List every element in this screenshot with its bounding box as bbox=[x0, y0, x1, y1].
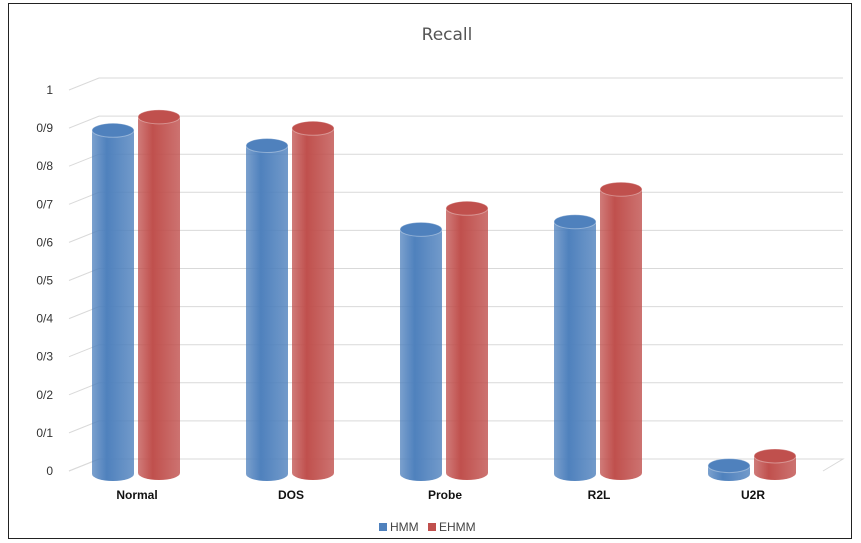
y-tick-label: 0/2 bbox=[36, 388, 53, 402]
legend: HMM EHMM bbox=[379, 520, 476, 534]
y-tick-label: 0/4 bbox=[36, 312, 53, 326]
y-axis-ticks: 0 0/1 0/2 0/3 0/4 0/5 0/6 0/7 0/8 0/9 1 bbox=[36, 83, 53, 478]
bar-ehmm-u2r bbox=[753, 448, 797, 480]
bar-ehmm-normal bbox=[137, 109, 181, 481]
x-axis-categories: Normal DOS Probe R2L U2R bbox=[116, 488, 765, 502]
y-tick-label: 0 bbox=[46, 464, 53, 478]
chart-title: Recall bbox=[422, 25, 473, 45]
bar-hmm-probe bbox=[399, 221, 443, 481]
chart-frame: Recall 0 0/1 0/2 0/3 0/4 0/5 0/6 0/7 0/8 0/9 1 Nor… bbox=[8, 3, 852, 539]
y-tick-label: 0/9 bbox=[36, 121, 53, 135]
bar-hmm-dos bbox=[245, 138, 289, 481]
legend-label: EHMM bbox=[439, 520, 476, 534]
grid-line bbox=[68, 77, 843, 91]
bar-hmm-normal bbox=[91, 122, 135, 481]
bars bbox=[91, 109, 797, 482]
category-label: Normal bbox=[116, 488, 157, 502]
category-label: R2L bbox=[588, 488, 611, 502]
y-tick-label: 0/7 bbox=[36, 197, 53, 211]
legend-label: HMM bbox=[390, 520, 419, 534]
legend-swatch bbox=[379, 523, 387, 531]
bar-hmm-u2r bbox=[707, 458, 751, 481]
y-tick-label: 1 bbox=[46, 83, 53, 97]
grid-line bbox=[68, 153, 843, 167]
y-tick-label: 0/1 bbox=[36, 426, 53, 440]
bar-hmm-r2l bbox=[553, 214, 597, 482]
bar-ehmm-dos bbox=[291, 120, 335, 480]
recall-chart: Recall 0 0/1 0/2 0/3 0/4 0/5 0/6 0/7 0/8 0/9 1 Nor… bbox=[36, 25, 845, 534]
category-label: Probe bbox=[428, 488, 462, 502]
bar-ehmm-r2l bbox=[599, 181, 643, 480]
y-tick-label: 0/8 bbox=[36, 159, 53, 173]
bar-ehmm-probe bbox=[445, 200, 489, 481]
category-label: U2R bbox=[741, 488, 765, 502]
legend-item-ehmm: EHMM bbox=[428, 520, 476, 534]
legend-swatch bbox=[428, 523, 436, 531]
y-tick-label: 0/3 bbox=[36, 350, 53, 364]
grid-line bbox=[68, 115, 843, 129]
category-label: DOS bbox=[278, 488, 304, 502]
legend-item-hmm: HMM bbox=[379, 520, 419, 534]
y-tick-label: 0/6 bbox=[36, 235, 53, 249]
y-tick-label: 0/5 bbox=[36, 274, 53, 288]
